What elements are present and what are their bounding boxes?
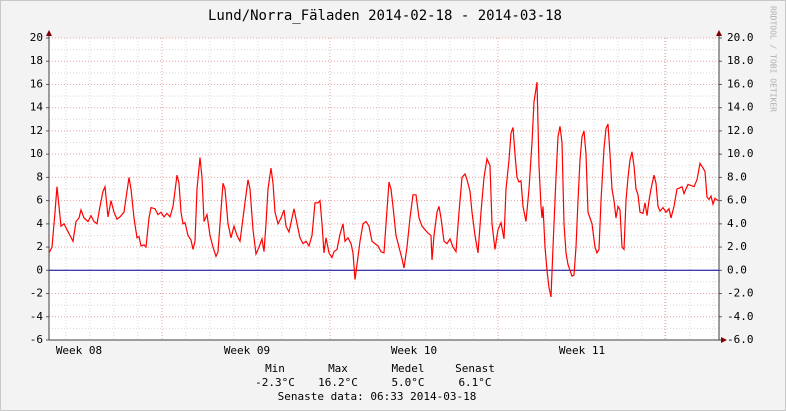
y2-tick-label: 2.0 bbox=[727, 240, 747, 253]
axis-arrow bbox=[716, 30, 722, 36]
legend-header: Min bbox=[265, 362, 285, 375]
y-tick-label: -6 bbox=[30, 333, 43, 346]
legend-value: 5.0°C bbox=[391, 376, 424, 389]
legend-value: 6.1°C bbox=[458, 376, 491, 389]
y2-tick-label: 4.0 bbox=[727, 217, 747, 230]
y-tick-label: 18 bbox=[30, 54, 43, 67]
y-tick-label: 20 bbox=[30, 31, 43, 44]
x-tick-label: Week 10 bbox=[391, 344, 437, 357]
y-tick-label: 10 bbox=[30, 147, 43, 160]
grid bbox=[46, 34, 723, 341]
x-tick-label: Week 08 bbox=[56, 344, 102, 357]
axis-arrow bbox=[721, 337, 727, 343]
y-tick-label: 4 bbox=[36, 217, 43, 230]
y2-tick-label: 10.0 bbox=[727, 147, 754, 160]
y-tick-label: 0 bbox=[36, 263, 43, 276]
labels: -6 -4 -2 0 2 4 6 8 10 12 14 16 18 20 -6.0 -4.0 -2.0 0.0 2.… bbox=[30, 31, 754, 403]
legend-value: 16.2°C bbox=[318, 376, 358, 389]
legend-header: Max bbox=[328, 362, 348, 375]
side-text: RRDTOOL / TOBI OETIKER bbox=[769, 6, 778, 112]
legend-header: Medel bbox=[391, 362, 424, 375]
y2-tick-label: 14.0 bbox=[727, 101, 754, 114]
y-tick-label: -2 bbox=[30, 287, 43, 300]
chart-title: Lund/Norra_Fäladen 2014-02-18 - 2014-03-… bbox=[208, 8, 562, 24]
y2-tick-label: 6.0 bbox=[727, 194, 747, 207]
y2-tick-label: 12.0 bbox=[727, 124, 754, 137]
y-tick-label: -4 bbox=[30, 310, 44, 323]
y-tick-label: 14 bbox=[30, 101, 44, 114]
y2-tick-label: 8.0 bbox=[727, 170, 747, 183]
marks bbox=[48, 82, 719, 298]
x-tick-label: Week 09 bbox=[224, 344, 270, 357]
legend-footer: Senaste data: 06:33 2014-03-18 bbox=[278, 390, 477, 403]
y2-tick-label: 16.0 bbox=[727, 77, 754, 90]
legend-value: -2.3°C bbox=[255, 376, 295, 389]
y-tick-label: 16 bbox=[30, 77, 43, 90]
y-tick-label: 12 bbox=[30, 124, 43, 137]
y2-tick-label: -6.0 bbox=[727, 333, 754, 346]
y2-tick-label: 18.0 bbox=[727, 54, 754, 67]
y2-tick-label: 20.0 bbox=[727, 31, 754, 44]
temperature-line bbox=[48, 82, 719, 298]
axis-arrow bbox=[46, 30, 52, 36]
x-tick-label: Week 11 bbox=[559, 344, 605, 357]
y2-tick-label: -2.0 bbox=[727, 287, 754, 300]
legend-header: Senast bbox=[455, 362, 495, 375]
y2-tick-label: 0.0 bbox=[727, 263, 747, 276]
y-tick-label: 2 bbox=[36, 240, 43, 253]
y2-tick-label: -4.0 bbox=[727, 310, 754, 323]
y-tick-label: 8 bbox=[36, 170, 43, 183]
y-tick-label: 6 bbox=[36, 194, 43, 207]
